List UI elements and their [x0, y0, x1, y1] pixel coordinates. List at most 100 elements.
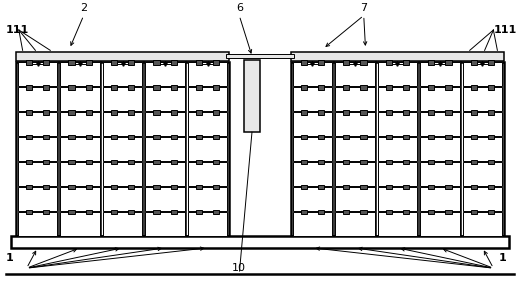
Bar — [213, 85, 220, 90]
Bar — [428, 210, 435, 214]
Bar — [188, 137, 228, 161]
Bar — [385, 135, 392, 140]
Bar — [446, 160, 452, 164]
Bar — [226, 54, 294, 58]
Bar — [60, 112, 100, 136]
Bar — [213, 210, 220, 214]
Bar — [463, 162, 502, 186]
Bar — [293, 63, 332, 86]
Bar — [385, 60, 392, 65]
Bar — [378, 187, 417, 211]
Bar — [196, 135, 202, 140]
Bar — [385, 210, 392, 214]
Bar — [488, 60, 494, 65]
Bar — [420, 187, 460, 211]
Bar — [446, 85, 452, 90]
Bar — [360, 135, 367, 140]
Bar — [463, 137, 502, 161]
Bar — [301, 160, 307, 164]
Bar — [103, 187, 142, 211]
Bar — [335, 137, 374, 161]
Bar — [293, 212, 332, 236]
Text: 111: 111 — [6, 25, 29, 35]
Bar — [196, 210, 202, 214]
Bar — [153, 210, 160, 214]
Text: 1: 1 — [6, 253, 14, 263]
Bar — [301, 60, 307, 65]
Bar — [420, 112, 460, 136]
Bar — [471, 185, 477, 189]
Bar — [488, 85, 494, 90]
Bar — [378, 212, 417, 236]
Text: 1: 1 — [498, 253, 506, 263]
Bar — [318, 160, 324, 164]
Bar — [318, 210, 324, 214]
Bar — [301, 85, 307, 90]
Bar — [403, 185, 410, 189]
Bar — [360, 110, 367, 114]
Bar — [60, 87, 100, 111]
Bar — [385, 185, 392, 189]
Bar — [385, 160, 392, 164]
Bar — [103, 212, 142, 236]
Bar — [463, 87, 502, 111]
Bar — [86, 185, 92, 189]
Bar — [335, 162, 374, 186]
Bar — [68, 160, 74, 164]
Bar — [86, 85, 92, 90]
Bar — [488, 160, 494, 164]
Bar — [128, 160, 134, 164]
Bar — [153, 85, 160, 90]
Bar — [86, 110, 92, 114]
Bar — [403, 160, 410, 164]
Bar — [60, 63, 100, 86]
Bar — [60, 187, 100, 211]
Bar — [18, 112, 57, 136]
Bar — [153, 160, 160, 164]
Bar — [403, 210, 410, 214]
Bar — [26, 85, 32, 90]
Bar — [11, 236, 509, 248]
Bar — [360, 60, 367, 65]
Bar — [153, 135, 160, 140]
Bar — [111, 135, 117, 140]
Bar — [18, 63, 57, 86]
Bar — [420, 162, 460, 186]
Bar — [420, 63, 460, 86]
Bar — [343, 135, 349, 140]
Bar — [463, 187, 502, 211]
Bar — [471, 85, 477, 90]
Bar — [60, 212, 100, 236]
Bar — [196, 160, 202, 164]
Bar — [428, 185, 435, 189]
Bar — [335, 187, 374, 211]
Bar — [16, 52, 229, 60]
Bar — [111, 110, 117, 114]
Bar — [343, 60, 349, 65]
Bar — [196, 85, 202, 90]
Bar — [188, 162, 228, 186]
Bar — [188, 187, 228, 211]
Bar — [145, 63, 185, 86]
Text: 111: 111 — [493, 25, 517, 35]
Bar — [16, 62, 229, 236]
Bar — [153, 110, 160, 114]
Text: 2: 2 — [80, 3, 87, 13]
Bar — [403, 85, 410, 90]
Bar — [420, 212, 460, 236]
Bar — [343, 210, 349, 214]
Bar — [335, 212, 374, 236]
Bar — [170, 185, 177, 189]
Bar — [18, 187, 57, 211]
Bar — [86, 210, 92, 214]
Bar — [170, 160, 177, 164]
Bar — [385, 85, 392, 90]
Bar — [213, 160, 220, 164]
Bar — [26, 160, 32, 164]
Bar — [128, 85, 134, 90]
Bar — [213, 110, 220, 114]
Bar — [446, 210, 452, 214]
Bar — [446, 110, 452, 114]
Bar — [244, 60, 260, 132]
Bar — [291, 52, 504, 60]
